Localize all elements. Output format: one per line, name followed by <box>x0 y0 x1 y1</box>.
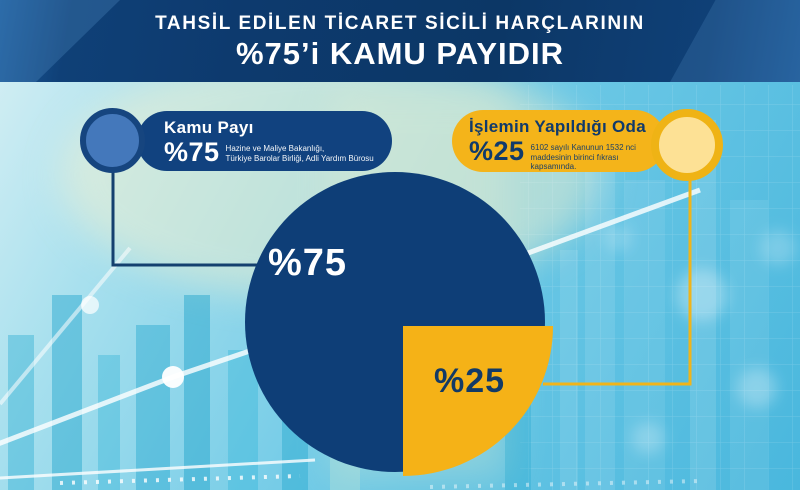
callout-left-circle-marker <box>80 108 145 173</box>
callout-right-description: 6102 sayılı Kanunun 1532 nci maddesinin … <box>531 143 656 172</box>
callout-left-description: Hazine ve Maliye Bakanlığı, Türkiye Baro… <box>226 144 374 163</box>
callout-right-desc-line1: 6102 sayılı Kanunun 1532 nci <box>530 143 636 152</box>
callout-left-title: Kamu Payı <box>164 118 254 137</box>
header-title-line1: TAHSİL EDİLEN TİCARET SİCİLİ HARÇLARININ <box>155 13 645 34</box>
callout-right-value: %25 <box>469 136 525 166</box>
callout-left-value: %75 <box>164 137 220 167</box>
callout-right-desc-line2: maddesinin birinci fıkrası kapsamında. <box>530 152 619 172</box>
pie-label-minor: %25 <box>434 362 506 400</box>
callout-left-desc-line2: Türkiye Barolar Birliği, Adli Yardım Bür… <box>225 153 374 163</box>
callout-right-title: İşlemin Yapıldığı Oda <box>469 117 646 136</box>
callout-islemin-yapildigi-oda: İşlemin Yapıldığı Oda %25 6102 sayılı Ka… <box>452 110 666 172</box>
header-title-line2: %75’i KAMU PAYIDIR <box>235 36 565 71</box>
dotted-row-decoration <box>59 474 701 489</box>
callout-left-desc-line1: Hazine ve Maliye Bakanlığı, <box>225 144 325 153</box>
callout-right-circle-marker <box>651 109 723 181</box>
pie-chart <box>245 172 553 476</box>
callout-kamu-payi: Kamu Payı %75 Hazine ve Maliye Bakanlığı… <box>137 111 392 171</box>
connector-line-right <box>543 172 692 386</box>
pie-slice-minor <box>403 326 553 476</box>
connector-line-left <box>111 168 270 267</box>
pie-label-major: %75 <box>268 242 348 284</box>
header-banner: TAHSİL EDİLEN TİCARET SİCİLİ HARÇLARININ… <box>0 0 800 82</box>
